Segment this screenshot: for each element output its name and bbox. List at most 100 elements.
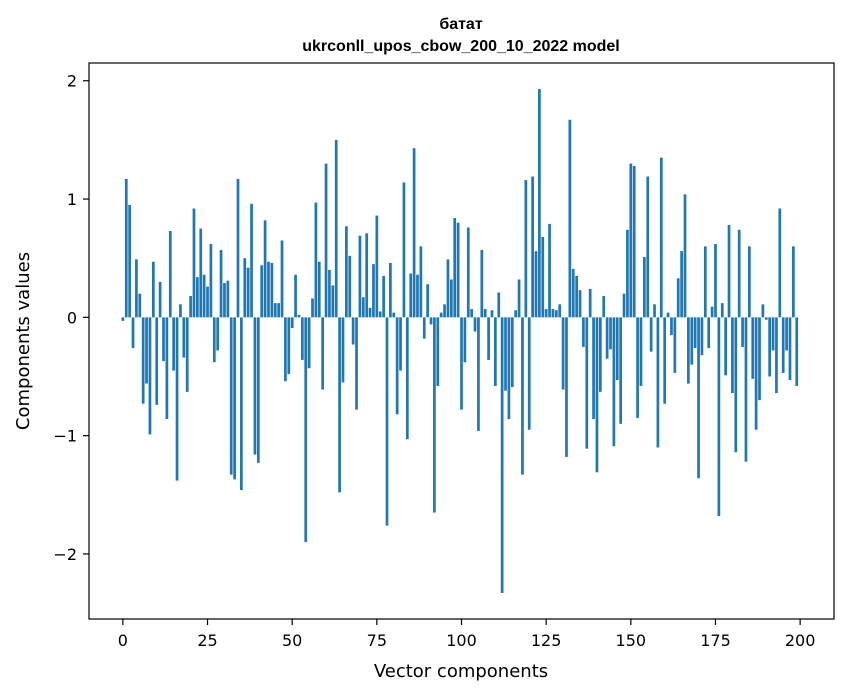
bar <box>300 317 304 360</box>
plot-area-frame <box>88 62 835 620</box>
bar <box>622 293 626 318</box>
bar <box>416 274 419 318</box>
bar <box>676 278 680 318</box>
bar <box>240 317 243 491</box>
bar <box>663 317 667 404</box>
bar <box>605 317 609 359</box>
bar <box>124 178 128 318</box>
bar <box>229 317 233 475</box>
bar <box>395 317 399 415</box>
bar <box>609 317 612 350</box>
bar <box>145 317 148 384</box>
y-tick-label: −2 <box>53 545 77 564</box>
bar <box>392 312 396 318</box>
bar <box>595 317 599 473</box>
bar <box>236 178 240 318</box>
bar <box>670 317 673 336</box>
bar <box>297 314 301 318</box>
bar <box>788 317 792 381</box>
bar <box>497 292 501 318</box>
bar <box>588 288 592 318</box>
bar <box>131 317 135 349</box>
bar <box>317 261 321 318</box>
bar <box>358 235 362 318</box>
bar <box>602 296 606 318</box>
bar <box>246 267 250 318</box>
bar <box>649 317 653 352</box>
bar <box>223 283 226 318</box>
bar <box>226 280 230 318</box>
bar <box>754 317 758 430</box>
bar <box>348 255 352 318</box>
bar <box>280 240 284 318</box>
bar <box>334 139 338 318</box>
bar <box>585 317 589 449</box>
bar <box>175 317 179 481</box>
bar <box>321 317 325 390</box>
bar <box>483 309 487 318</box>
bar <box>521 317 524 475</box>
bar <box>531 176 534 318</box>
bar <box>568 119 572 318</box>
bar <box>162 317 165 362</box>
bar <box>206 286 209 318</box>
y-tick-label: 1 <box>67 190 77 209</box>
bar <box>121 317 125 321</box>
bar <box>294 274 297 318</box>
bar <box>639 317 643 386</box>
bar <box>504 317 507 391</box>
bar <box>151 261 155 318</box>
bar <box>328 270 331 318</box>
bar <box>168 230 172 318</box>
bar <box>439 312 443 318</box>
bar <box>514 310 518 318</box>
bar <box>385 317 389 526</box>
bar <box>615 317 619 381</box>
bar <box>179 304 182 318</box>
bar <box>673 317 677 373</box>
bar <box>419 246 423 318</box>
bar <box>324 163 328 318</box>
bar <box>314 202 318 318</box>
bar <box>199 228 203 318</box>
bar <box>429 317 433 325</box>
bar <box>775 317 778 394</box>
bar <box>307 317 311 369</box>
bar <box>185 317 189 392</box>
bar <box>487 317 490 360</box>
bar <box>355 317 358 410</box>
bar <box>517 279 521 318</box>
y-tick-label: −1 <box>53 427 77 446</box>
bar <box>792 246 795 318</box>
bar <box>345 226 348 318</box>
bar <box>544 309 548 318</box>
bar <box>372 264 375 318</box>
x-axis-label: Vector components <box>374 661 548 682</box>
bar <box>731 317 734 394</box>
bar <box>758 317 761 401</box>
bar <box>565 317 568 457</box>
bar <box>165 317 169 420</box>
y-axis-label: Components values <box>13 252 34 430</box>
bar <box>734 317 738 453</box>
bar <box>700 317 704 356</box>
bar <box>768 317 772 377</box>
bar <box>744 317 748 462</box>
bar <box>751 317 755 379</box>
bar <box>561 317 565 390</box>
bar <box>680 251 683 318</box>
bar <box>148 317 152 435</box>
chart-title: батат <box>439 16 483 33</box>
bar <box>433 317 436 513</box>
bar <box>510 317 514 388</box>
bar <box>527 317 531 430</box>
x-tick-label: 175 <box>700 631 731 650</box>
x-tick-label: 25 <box>197 631 217 650</box>
x-tick-label: 50 <box>282 631 302 650</box>
bar <box>284 317 287 382</box>
bar <box>554 310 558 318</box>
y-tick-label: 0 <box>67 308 77 327</box>
bar <box>253 317 257 455</box>
bar <box>747 246 751 318</box>
